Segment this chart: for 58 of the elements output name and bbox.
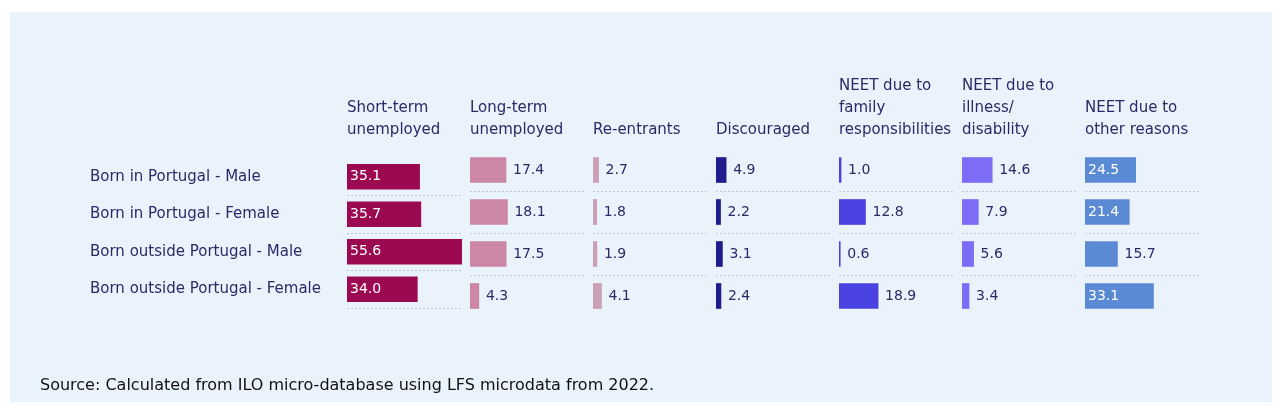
chart-title: NEET due to illness/ disability — [962, 75, 1056, 140]
data-label: 7.9 — [985, 202, 1008, 219]
text: Discouraged — [716, 119, 812, 140]
data-label: 24.5 — [1088, 160, 1120, 177]
bar — [1085, 157, 1136, 183]
data-label: 33.1 — [1088, 286, 1120, 303]
data-label: 4.3 — [485, 286, 509, 303]
data-label: 4.9 — [733, 160, 756, 177]
data-label: 34.0 — [350, 279, 382, 296]
data-label: 14.6 — [999, 160, 1031, 177]
y-tick-label: Born outside Portugal - Male — [90, 241, 303, 260]
bar — [347, 201, 422, 228]
data-label: 5.6 — [980, 244, 1003, 261]
data-label: 3.1 — [729, 244, 752, 261]
data-label: 2.7 — [605, 160, 628, 177]
data-label: 35.1 — [350, 167, 382, 184]
data-label: 15.7 — [1124, 244, 1156, 261]
source-note: Source: Calculated from ILO micro-database using LFS microdata from 2022. — [40, 375, 655, 394]
bar — [470, 157, 507, 183]
bar — [1085, 199, 1130, 225]
bar — [962, 199, 979, 225]
bar — [347, 163, 420, 190]
data-label: 0.6 — [847, 244, 870, 261]
bar — [962, 241, 974, 267]
data-label: 1.9 — [603, 244, 627, 261]
data-label: 35.7 — [350, 204, 382, 221]
data-label: 17.5 — [513, 244, 545, 261]
bar — [1085, 241, 1118, 267]
bar — [347, 238, 462, 265]
data-label: 4.1 — [608, 286, 631, 303]
y-tick-label: Born in Portugal - Male — [90, 166, 261, 185]
chart-title: Long-term unemployed — [470, 97, 565, 140]
data-label: 12.8 — [872, 202, 904, 219]
bar — [839, 199, 866, 225]
bar — [470, 283, 480, 309]
data-label: 3.4 — [976, 286, 999, 303]
data-label: 18.1 — [514, 202, 546, 219]
data-label: 55.6 — [350, 242, 382, 259]
data-label: 1.0 — [848, 160, 871, 177]
data-label: 1.8 — [603, 202, 626, 219]
bar — [1085, 283, 1154, 309]
bar — [962, 283, 970, 309]
data-label: 17.4 — [512, 160, 545, 177]
data-label: 2.2 — [727, 202, 750, 219]
text: Re-entrants — [593, 119, 682, 140]
bar — [470, 199, 508, 225]
bar — [839, 283, 879, 309]
chart-title: Short-term unemployed — [347, 97, 442, 140]
bar — [347, 276, 418, 303]
bar — [470, 241, 507, 267]
data-label: 18.9 — [885, 286, 917, 303]
y-tick-label: Born outside Portugal - Female — [90, 279, 322, 298]
bar — [962, 157, 993, 183]
y-tick-label: Born in Portugal - Female — [90, 204, 280, 223]
data-label: 2.4 — [727, 286, 751, 303]
chart-title: NEET due to other reasons — [1085, 97, 1190, 140]
chart-title: NEET due to family responsibilities — [839, 75, 953, 140]
data-label: 21.4 — [1088, 202, 1120, 219]
